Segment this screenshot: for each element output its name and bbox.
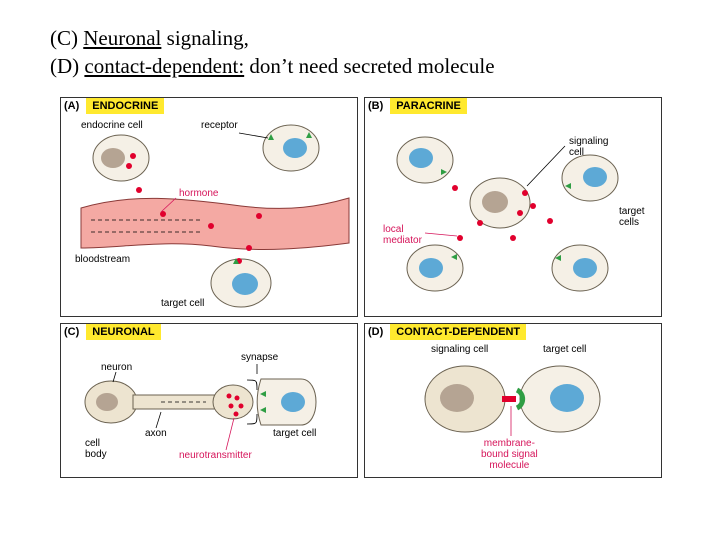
panel-tag: (B) PARACRINE <box>365 98 467 114</box>
label-membrane-bound: membrane- bound signal molecule <box>481 438 538 471</box>
panel-letter: (A) <box>61 98 82 114</box>
label-target-cell: target cell <box>161 298 204 309</box>
label-target-cell: target cell <box>543 344 586 355</box>
label-synapse: synapse <box>241 352 278 363</box>
label-local-mediator: local mediator <box>383 224 422 246</box>
panel-letter: (D) <box>365 324 386 340</box>
panel-tag: (A) ENDOCRINE <box>61 98 164 114</box>
label-target-cell: target cell <box>273 428 316 439</box>
label-neurotransmitter: neurotransmitter <box>179 450 252 461</box>
label-receptor: receptor <box>201 120 238 131</box>
panel-name: NEURONAL <box>86 324 160 340</box>
label-bloodstream: bloodstream <box>75 254 130 265</box>
panel-name: ENDOCRINE <box>86 98 164 114</box>
panel-tag: (D) CONTACT-DEPENDENT <box>365 324 526 340</box>
panel-name: PARACRINE <box>390 98 467 114</box>
panel-name: CONTACT-DEPENDENT <box>390 324 526 340</box>
panel-letter: (B) <box>365 98 386 114</box>
panel-endocrine: (A) ENDOCRINE endocrine cell receptor <box>60 97 358 317</box>
page-title: (C) Neuronal signaling,(D) contact-depen… <box>50 24 670 81</box>
label-neuron: neuron <box>101 362 132 373</box>
endocrine-diagram <box>61 98 357 318</box>
label-endocrine-cell: endocrine cell <box>81 120 143 131</box>
panel-tag: (C) NEURONAL <box>61 324 161 340</box>
paracrine-diagram <box>365 98 661 318</box>
label-cell-body: cell body <box>85 438 107 460</box>
label-axon: axon <box>145 428 167 439</box>
figure-grid: (A) ENDOCRINE endocrine cell receptor <box>60 97 660 478</box>
label-target-cells: target cells <box>619 206 645 228</box>
panel-paracrine: (B) PARACRINE signaling cell local media… <box>364 97 662 317</box>
label-hormone: hormone <box>179 188 218 199</box>
panel-neuronal: (C) NEURONAL neuron synapse target cell … <box>60 323 358 478</box>
panel-contact-dependent: (D) CONTACT-DEPENDENT signaling cell tar… <box>364 323 662 478</box>
label-signaling-cell: signaling cell <box>431 344 488 355</box>
label-signaling-cell: signaling cell <box>569 136 608 158</box>
panel-letter: (C) <box>61 324 82 340</box>
